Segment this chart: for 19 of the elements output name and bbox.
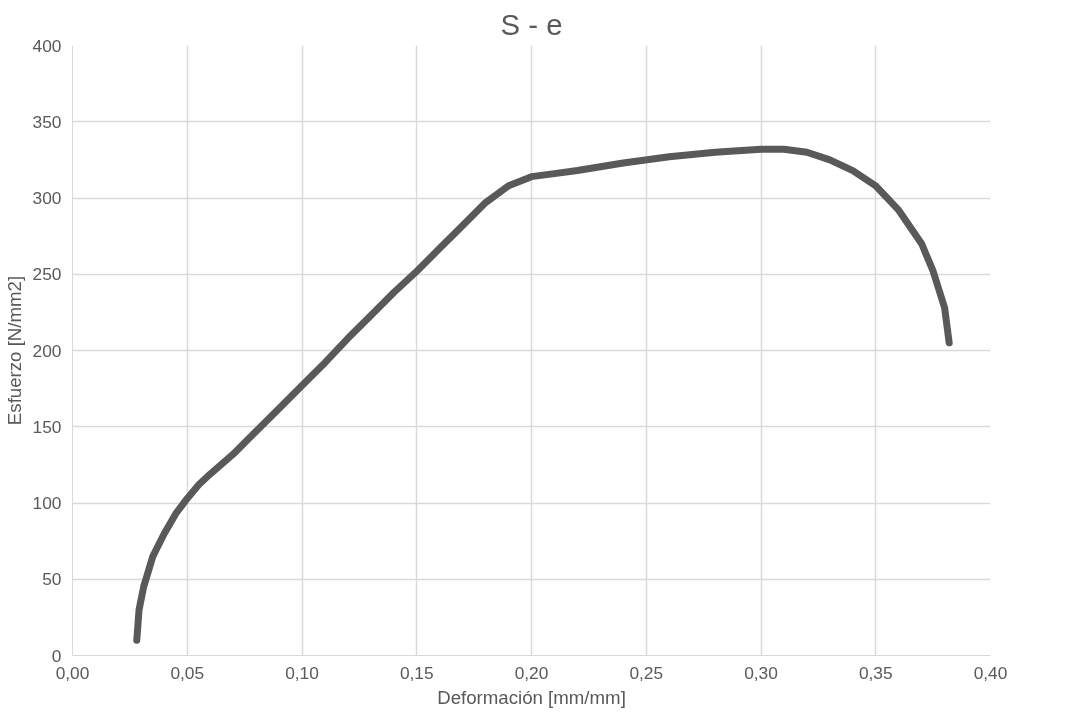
x-tick-label: 0,40: [973, 662, 1008, 683]
y-tick-label: 150: [32, 416, 62, 437]
y-tick-label: 100: [32, 493, 62, 513]
y-tick-label: 300: [32, 188, 62, 208]
y-tick-label: 200: [32, 340, 62, 361]
y-tick-label: 350: [32, 111, 62, 132]
x-tick-label: 0,30: [744, 662, 778, 683]
y-tick-label: 400: [32, 35, 62, 56]
x-tick-label: 0,25: [629, 662, 664, 683]
x-tick-label: 0,15: [399, 662, 434, 683]
x-tick-label: 0,10: [285, 662, 319, 683]
y-tick-label: 250: [32, 264, 62, 285]
x-axis-title: Deformación [mm/mm]: [437, 686, 626, 708]
x-tick-label: 0,05: [170, 662, 205, 683]
chart-title: S - e: [500, 7, 563, 41]
y-tick-label: 50: [42, 569, 62, 590]
x-tick-label: 0,20: [514, 662, 549, 683]
y-axis-title: Esfuerzo [N/mm2]: [3, 275, 25, 426]
x-tick-label: 0,35: [858, 662, 893, 683]
